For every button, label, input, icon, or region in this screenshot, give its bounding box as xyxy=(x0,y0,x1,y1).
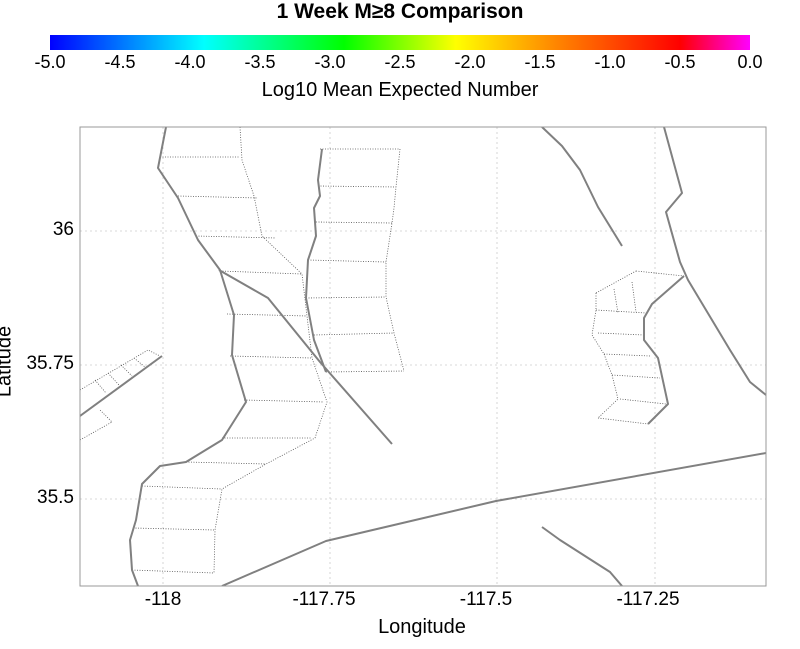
cell-edge xyxy=(185,461,267,465)
colorbar-tick: -4.0 xyxy=(174,52,206,72)
cell-edge xyxy=(305,296,387,299)
colorbar xyxy=(50,35,750,50)
grid xyxy=(80,127,766,586)
cell-edge xyxy=(229,355,313,359)
x-tick-label: -117.25 xyxy=(616,589,680,610)
cell-edge xyxy=(317,185,397,188)
cell-edge xyxy=(131,569,215,574)
colorbar-tick: -5.0 xyxy=(34,52,66,72)
fault-trace xyxy=(80,355,163,417)
cell-edge xyxy=(385,148,405,372)
colorbar-tick: -0.5 xyxy=(664,52,696,72)
cell-edge xyxy=(597,417,649,425)
fault-trace xyxy=(305,148,327,373)
fault-traces xyxy=(80,127,766,586)
cell-edge xyxy=(141,485,223,490)
x-tick-label: -117.75 xyxy=(292,589,356,610)
cell-edge xyxy=(325,370,405,373)
fault-trace xyxy=(221,452,766,586)
plot-frame xyxy=(79,126,767,587)
fault-zone-cells xyxy=(80,127,685,574)
cell-edge xyxy=(313,332,395,336)
cell-edge xyxy=(315,221,393,224)
cell-edge xyxy=(219,270,303,275)
cell-edge xyxy=(80,349,161,391)
cell-edge xyxy=(226,313,308,317)
fault-trace xyxy=(218,269,393,445)
map-title: 1 Week M≥8 Comparison xyxy=(276,0,524,23)
cell-edge xyxy=(132,527,216,531)
fault-trace xyxy=(541,127,623,247)
colorbar-tick: -2.5 xyxy=(384,52,416,72)
cell-edge xyxy=(597,332,645,336)
cell-edge xyxy=(120,364,133,377)
fault-trace xyxy=(663,127,766,396)
cell-edge xyxy=(133,357,146,368)
y-tick-label: 35.5 xyxy=(37,487,74,508)
y-axis-label: Latitude xyxy=(0,325,16,398)
colorbar-tick: -3.0 xyxy=(314,52,346,72)
cell-edge xyxy=(595,309,647,314)
cell-edge xyxy=(94,379,107,394)
colorbar-tick: 0.0 xyxy=(737,52,763,72)
colorbar-tick: -3.5 xyxy=(244,52,276,72)
cell-edge xyxy=(80,409,113,441)
cell-edge xyxy=(591,293,619,419)
cell-edge xyxy=(177,195,259,199)
colorbar-tick: -1.5 xyxy=(524,52,556,72)
cell-edge xyxy=(635,270,685,277)
cell-edge xyxy=(619,398,667,405)
cell-edge xyxy=(613,288,619,314)
cell-edge xyxy=(195,235,277,239)
cell-edge xyxy=(631,281,637,313)
x-tick-label: -117.5 xyxy=(459,589,513,610)
cell-edge xyxy=(603,353,651,357)
y-tick-label: 35.75 xyxy=(26,353,74,374)
fault-trace xyxy=(541,526,623,586)
colorbar-tick: -2.0 xyxy=(454,52,486,72)
y-tick-label: 36 xyxy=(52,219,74,240)
cell-edge xyxy=(307,259,387,263)
colorbar-tick: -1.0 xyxy=(594,52,626,72)
cell-edge xyxy=(107,372,120,386)
x-tick-label: -118 xyxy=(144,589,182,610)
fault-trace xyxy=(643,275,685,425)
colorbar-tick: -4.5 xyxy=(104,52,136,72)
cell-edge xyxy=(243,399,325,403)
x-axis-label: Longitude xyxy=(378,616,466,638)
colorbar-label: Log10 Mean Expected Number xyxy=(261,79,539,101)
cell-edge xyxy=(595,270,637,294)
fault-trace xyxy=(129,127,247,586)
cell-edge xyxy=(611,374,661,379)
